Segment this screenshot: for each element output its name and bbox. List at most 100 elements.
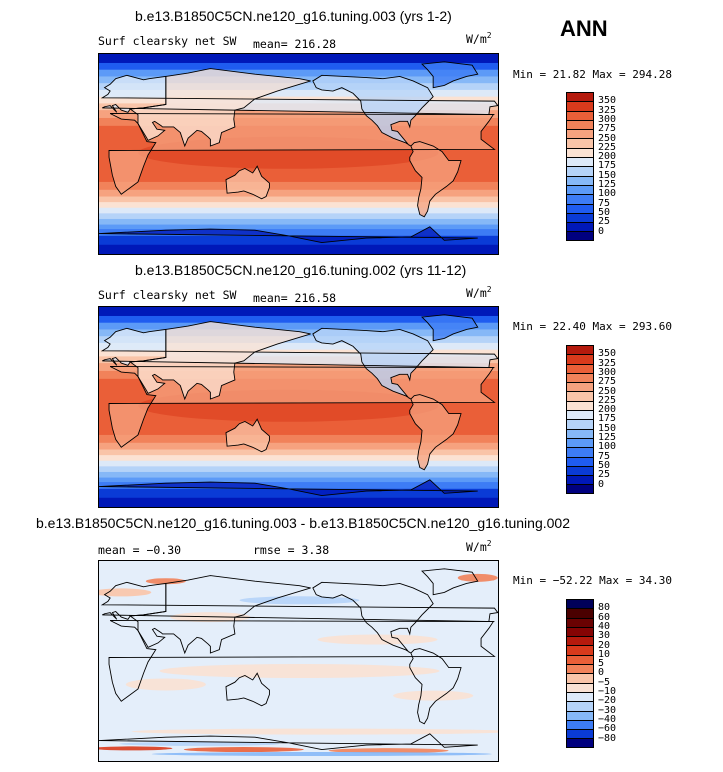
cb2-swatch <box>566 400 594 411</box>
map1-lat-band <box>99 62 498 71</box>
map3-anomaly-patch <box>145 578 186 585</box>
cb1-swatch <box>566 119 594 130</box>
map2-asia-land <box>130 321 311 400</box>
cb3-swatch <box>566 682 594 692</box>
map3-south-america-outline <box>409 648 462 725</box>
panel2-colorbar <box>566 345 594 494</box>
panel3-minmax: Min = −52.22 Max = 34.30 <box>513 574 672 587</box>
panel2-field: Surf clearsky net SW <box>98 288 237 302</box>
panel1-title: b.e13.B1850C5CN.ne120_g16.tuning.003 (yr… <box>135 8 452 24</box>
tk3-tick: 5 <box>598 658 605 670</box>
cb1-swatch <box>566 194 594 204</box>
map2-svg <box>99 307 498 507</box>
panel1-units: W/m2 <box>466 31 492 46</box>
tk2-tick: 300 <box>598 366 617 378</box>
cb2-swatch <box>566 484 594 494</box>
map2-antarctica-land <box>99 479 478 496</box>
map3-anomaly-patch <box>317 634 438 645</box>
map1-lat-band <box>99 196 498 203</box>
tk1-tick: 50 <box>598 206 611 218</box>
map3-antarctica-outline <box>99 733 478 750</box>
map3-anomaly-patch <box>151 752 492 757</box>
cb1-swatch <box>566 222 594 232</box>
cb2-swatch <box>566 382 594 392</box>
map1-lat-band <box>99 83 498 91</box>
tk2-tick: 325 <box>598 357 617 369</box>
map1-lat-band <box>99 69 498 77</box>
panel2-mean: mean= 216.58 <box>253 291 337 305</box>
map3-anomaly-patch <box>239 596 360 605</box>
map1-lat-band <box>99 181 498 191</box>
map3-anomaly-patch <box>125 678 206 691</box>
cb1-swatch <box>566 147 594 158</box>
tk1-tick: 25 <box>598 216 611 228</box>
map1-lat-band <box>99 213 498 220</box>
tk2-tick: 175 <box>598 413 617 425</box>
tk2-tick: 150 <box>598 422 617 434</box>
map1-lat-band <box>99 244 498 254</box>
tk1-tick: 300 <box>598 113 617 125</box>
cb1-swatch <box>566 129 594 139</box>
panel2-units: W/m2 <box>466 285 492 300</box>
tk1-tick: 125 <box>598 179 617 190</box>
map2-lat-band <box>99 449 498 456</box>
map2-south-america-outline <box>409 394 462 471</box>
tk2-tick: 275 <box>598 376 617 388</box>
map1-australia-land <box>225 166 270 199</box>
map2-lat-band <box>99 497 498 507</box>
tk2-tick: 75 <box>598 450 611 462</box>
map1-lat-band <box>99 189 498 198</box>
map3-anomaly-patch <box>457 573 498 582</box>
tk1-tick: 325 <box>598 104 617 116</box>
cb3-swatch <box>566 599 594 609</box>
map3-australia-outline <box>225 672 270 707</box>
cb1-swatch <box>566 184 594 195</box>
map1-greenland-land <box>422 61 478 88</box>
map2-lat-band <box>99 336 498 344</box>
panel3-title: b.e13.B1850C5CN.ne120_g16.tuning.003 - b… <box>36 515 570 531</box>
map3-anomaly-patch <box>328 748 449 754</box>
cb3-swatch <box>566 617 594 627</box>
map1-lat-band <box>99 235 498 246</box>
tk1-tick: 200 <box>598 151 617 163</box>
map2-lat-band <box>99 455 498 462</box>
map3-anomaly-patch <box>99 588 152 597</box>
map1-lat-band <box>99 207 498 214</box>
map3-svg <box>99 561 498 761</box>
tk3-tick: 40 <box>598 620 611 632</box>
tk3-tick: −10 <box>598 686 617 697</box>
map1-lat-band <box>99 218 498 226</box>
map2-asia-outline <box>128 321 311 401</box>
tk3-tick: 0 <box>598 667 605 679</box>
map1-asia-outline <box>128 68 311 148</box>
tk3-tick: 20 <box>598 639 611 651</box>
map2-australia-land <box>225 419 270 452</box>
map2-lat-band <box>99 477 498 483</box>
tk1-tick: 150 <box>598 169 617 181</box>
tk2-tick: 225 <box>598 394 617 406</box>
cb2-swatch <box>566 428 594 438</box>
map1-lat-band <box>99 202 498 209</box>
panel3-map <box>98 560 499 762</box>
tk3-tick: 60 <box>598 611 611 623</box>
tk3-tick: −5 <box>598 676 611 688</box>
cb3-swatch <box>566 608 594 618</box>
panel2-minmax: Min = 22.40 Max = 293.60 <box>513 320 672 333</box>
cb2-swatch <box>566 363 594 373</box>
map1-australia-outline <box>225 165 270 200</box>
cb1-swatch <box>566 92 594 102</box>
cb3-swatch <box>566 701 594 711</box>
cb3-swatch <box>566 691 594 702</box>
tk3-tick: −60 <box>598 723 617 735</box>
cb3-swatch <box>566 664 594 674</box>
cb2-swatch <box>566 419 594 429</box>
cb2-swatch <box>566 437 594 448</box>
tk3-tick: −40 <box>598 713 617 725</box>
cb2-swatch <box>566 345 594 355</box>
cb1-swatch <box>566 175 594 185</box>
tk1-tick: 225 <box>598 141 617 153</box>
cb3-swatch <box>566 673 594 683</box>
cb1-swatch <box>566 157 594 167</box>
map1-north-america-land <box>312 75 434 147</box>
map2-greenland-land <box>422 314 478 341</box>
